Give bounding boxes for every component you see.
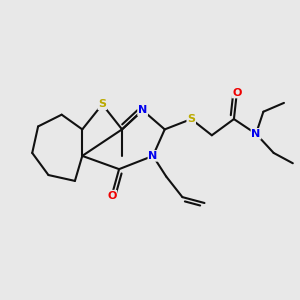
Text: N: N bbox=[148, 151, 158, 161]
Text: S: S bbox=[187, 114, 195, 124]
Text: S: S bbox=[98, 99, 106, 110]
Text: N: N bbox=[251, 129, 261, 139]
Text: O: O bbox=[232, 88, 242, 98]
Text: N: N bbox=[138, 105, 147, 115]
Text: O: O bbox=[107, 190, 116, 201]
